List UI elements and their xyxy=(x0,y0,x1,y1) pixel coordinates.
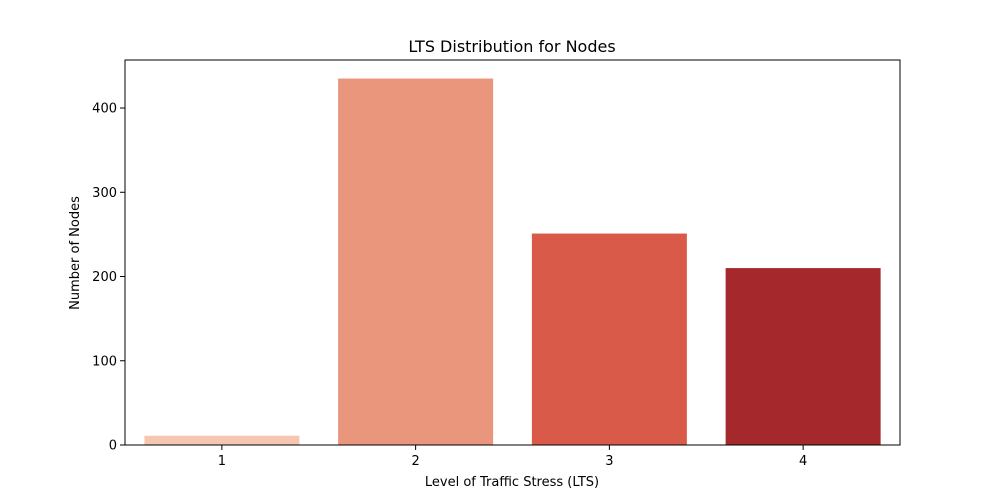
y-tick-label-200: 200 xyxy=(92,270,117,285)
bar-1 xyxy=(144,435,300,445)
bar-3 xyxy=(531,233,687,445)
x-tick-label-1: 1 xyxy=(218,454,226,469)
x-tick-label-2: 2 xyxy=(411,454,419,469)
y-axis-label: Number of Nodes xyxy=(68,196,83,310)
y-tick-label-100: 100 xyxy=(92,354,117,369)
y-tick-label-300: 300 xyxy=(92,186,117,201)
x-axis-label: Level of Traffic Stress (LTS) xyxy=(425,475,599,490)
plot-frame xyxy=(124,59,901,446)
chart-title: LTS Distribution for Nodes xyxy=(408,37,615,56)
x-tick-label-4: 4 xyxy=(799,454,807,469)
bars-layer xyxy=(144,78,881,445)
bar-2 xyxy=(338,78,494,445)
y-tick-label-400: 400 xyxy=(92,102,117,117)
y-axis-ticks: 0 100 200 300 400 xyxy=(92,102,125,454)
x-axis-ticks: 1 2 3 4 xyxy=(218,445,807,469)
bar-4 xyxy=(725,268,881,445)
y-tick-label-0: 0 xyxy=(109,439,117,454)
x-tick-label-3: 3 xyxy=(605,454,613,469)
